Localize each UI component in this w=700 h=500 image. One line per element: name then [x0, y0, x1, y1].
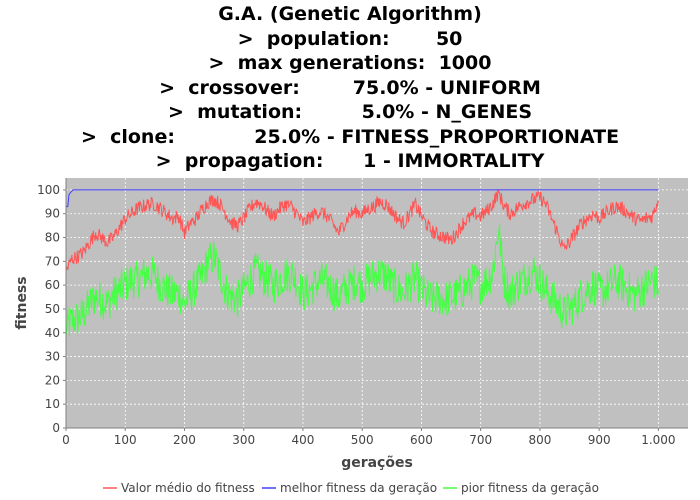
y-tick-label: 90 [45, 207, 60, 221]
title-line: > clone: 25.0% - FITNESS_PROPORTIONATE [80, 125, 620, 148]
y-axis-label: fitness [14, 276, 30, 329]
x-tick-label: 0 [62, 433, 70, 447]
title-line: > propagation: 1 - IMMORTALITY [155, 150, 545, 172]
x-tick-label: 600 [410, 433, 433, 447]
title-line: > mutation: 5.0% - N_GENES [167, 101, 533, 123]
x-tick-label: 500 [351, 433, 374, 447]
y-tick-label: 80 [45, 231, 60, 245]
legend: Valor médio do fitness melhor fitness da … [103, 481, 599, 495]
x-tick-label: 900 [588, 433, 611, 447]
title-line: > population: 50 [237, 27, 463, 50]
y-tick-label: 40 [45, 326, 60, 340]
title-line: > crossover: 75.0% - UNIFORM [159, 76, 541, 99]
axes: 0 100 200 300 400 500 600 700 800 900 1.000 0 10 20 30… [37, 178, 688, 447]
legend-label: Valor médio do fitness [121, 481, 255, 495]
x-tick-label: 100 [114, 433, 137, 447]
x-tick-label: 700 [469, 433, 492, 447]
x-tick-label: 1.000 [641, 433, 675, 447]
title-line: > max generations: 1000 [208, 52, 492, 74]
y-tick-label: 30 [45, 350, 60, 364]
chart-title: G.A. (Genetic Algorithm) > population: 5… [0, 2, 700, 174]
y-tick-label: 0 [52, 421, 60, 435]
series-line [66, 189, 659, 208]
x-axis-label: gerações [341, 455, 413, 471]
title-line: G.A. (Genetic Algorithm) [218, 3, 482, 25]
grid [65, 178, 688, 429]
y-tick-label: 100 [37, 183, 60, 197]
x-tick-label: 400 [291, 433, 314, 447]
y-tick-label: 70 [45, 254, 60, 268]
series-line [65, 189, 659, 271]
y-tick-label: 50 [45, 302, 60, 316]
legend-label: melhor fitness da geração [280, 481, 437, 495]
series-layer [65, 189, 659, 337]
x-tick-label: 200 [173, 433, 196, 447]
legend-label: pior fitness da geração [461, 481, 599, 495]
y-tick-label: 60 [45, 278, 60, 292]
y-tick-label: 10 [45, 397, 60, 411]
series-line [65, 223, 659, 337]
x-tick-label: 800 [528, 433, 551, 447]
y-tick-label: 20 [45, 373, 60, 387]
x-tick-label: 300 [232, 433, 255, 447]
